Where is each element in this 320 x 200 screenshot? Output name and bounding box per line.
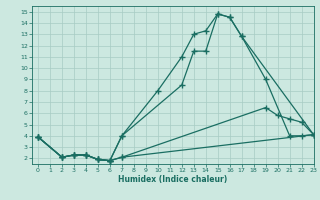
X-axis label: Humidex (Indice chaleur): Humidex (Indice chaleur)	[118, 175, 228, 184]
